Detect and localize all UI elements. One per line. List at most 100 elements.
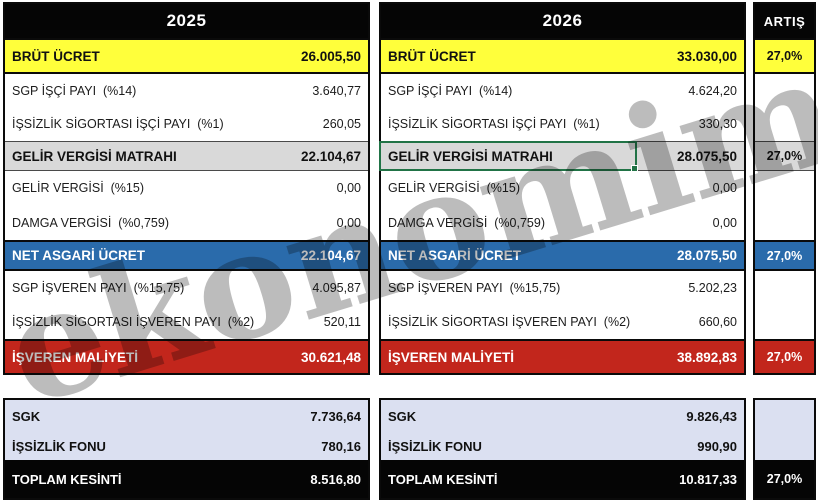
artis-matrah[interactable]: 27,0% [755, 141, 814, 171]
cell-label: GELİR VERGİSİ MATRAHI [388, 148, 553, 164]
row-matrah-2025[interactable]: GELİR VERGİSİ MATRAHI 22.104,67 [5, 141, 368, 171]
row-gelir-vergisi-2026[interactable]: GELİR VERGİSİ (%15) 0,00 [381, 171, 744, 205]
artis-blank[interactable] [755, 271, 814, 305]
row-issizlik-isveren-2025[interactable]: İŞSİZLİK SİGORTASI İŞVEREN PAYI (%2) 520… [5, 305, 368, 339]
artis-value: 27,0% [766, 350, 803, 364]
row-sgk-2025[interactable]: SGK 7.736,64 [5, 400, 368, 432]
cell-value: 0,00 [712, 215, 737, 230]
cell-value: 0,00 [336, 181, 361, 195]
artis-value: 27,0% [766, 149, 803, 163]
cell-label: NET ASGARİ ÜCRET [12, 248, 146, 263]
artis-blank[interactable] [755, 171, 814, 205]
row-toplam-kesinti-2026[interactable]: TOPLAM KESİNTİ 10.817,33 [381, 460, 744, 498]
cell-value: 330,30 [698, 117, 737, 131]
row-sgp-isci-2026[interactable]: SGP İŞÇİ PAYI (%14) 4.624,20 [381, 74, 744, 107]
cell-label: TOPLAM KESİNTİ [388, 471, 498, 487]
cell-value: 780,16 [321, 438, 361, 454]
cell-value: 33.030,00 [676, 48, 737, 64]
cell-label: İŞVEREN MALİYETİ [388, 349, 515, 365]
cell-label: İŞSİZLİK FONU [388, 438, 482, 454]
table-2025-main: 2025 BRÜT ÜCRET 26.005,50 SGP İŞÇİ PAYI … [3, 2, 370, 375]
cell-value: 0,00 [712, 181, 737, 195]
row-issizlik-isci-2026[interactable]: İŞSİZLİK SİGORTASI İŞÇİ PAYI (%1) 330,30 [381, 107, 744, 141]
row-issizlik-fonu-2026[interactable]: İŞSİZLİK FONU 990,90 [381, 432, 744, 460]
cell-value: 26.005,50 [300, 48, 361, 64]
artis-brut-ucret[interactable]: 27,0% [755, 38, 814, 74]
cell-value: 22.104,67 [300, 148, 361, 164]
artis-value: 27,0% [766, 49, 803, 63]
cell-value: 28.075,50 [676, 248, 737, 263]
artis-value: 27,0% [766, 472, 803, 486]
row-brut-ucret-2026[interactable]: BRÜT ÜCRET 33.030,00 [381, 38, 744, 74]
cell-label: GELİR VERGİSİ MATRAHI [12, 148, 177, 164]
table-2025-deductions: SGK 7.736,64 İŞSİZLİK FONU 780,16 TOPLAM… [3, 398, 370, 500]
cell-label: SGP İŞVEREN PAYI (%15,75) [12, 281, 185, 295]
cell-label: İŞSİZLİK FONU [12, 438, 106, 454]
cell-value: 990,90 [697, 438, 737, 454]
artis-header-label: ARTIŞ [763, 13, 806, 29]
table-2026-deductions: SGK 9.826,43 İŞSİZLİK FONU 990,90 TOPLAM… [379, 398, 746, 500]
cell-label: SGP İŞÇİ PAYI (%14) [12, 83, 137, 98]
row-isveren-maliyeti-2026[interactable]: İŞVEREN MALİYETİ 38.892,83 [381, 339, 744, 373]
row-damga-2025[interactable]: DAMGA VERGİSİ (%0,759) 0,00 [5, 205, 368, 240]
artis-blank[interactable] [755, 74, 814, 107]
row-sgp-isci-2025[interactable]: SGP İŞÇİ PAYI (%14) 3.640,77 [5, 74, 368, 107]
cell-label: İŞSİZLİK SİGORTASI İŞVEREN PAYI (%2) [12, 315, 255, 329]
row-sgp-isveren-2025[interactable]: SGP İŞVEREN PAYI (%15,75) 4.095,87 [5, 271, 368, 305]
row-sgp-isveren-2026[interactable]: SGP İŞVEREN PAYI (%15,75) 5.202,23 [381, 271, 744, 305]
cell-value: 5.202,23 [688, 281, 737, 295]
cell-label: BRÜT ÜCRET [12, 48, 100, 64]
year-header-2026[interactable]: 2026 [381, 4, 744, 38]
cell-value: 260,05 [322, 117, 361, 131]
table-2026-main: 2026 BRÜT ÜCRET 33.030,00 SGP İŞÇİ PAYI … [379, 2, 746, 375]
row-sgk-2026[interactable]: SGK 9.826,43 [381, 400, 744, 432]
row-matrah-2026[interactable]: GELİR VERGİSİ MATRAHI 28.075,50 [379, 141, 744, 172]
row-net-ucret-2026[interactable]: NET ASGARİ ÜCRET 28.075,50 [381, 240, 744, 271]
row-gelir-vergisi-2025[interactable]: GELİR VERGİSİ (%15) 0,00 [5, 171, 368, 205]
artis-column-deductions: 27,0% [753, 398, 816, 500]
cell-label: İŞSİZLİK SİGORTASI İŞÇİ PAYI (%1) [388, 117, 600, 131]
row-brut-ucret-2025[interactable]: BRÜT ÜCRET 26.005,50 [5, 38, 368, 74]
row-issizlik-fonu-2025[interactable]: İŞSİZLİK FONU 780,16 [5, 432, 368, 460]
artis-toplam-kesinti[interactable]: 27,0% [755, 460, 814, 498]
cell-value: 660,60 [698, 315, 737, 329]
artis-header[interactable]: ARTIŞ [755, 4, 814, 38]
row-damga-2026[interactable]: DAMGA VERGİSİ (%0,759) 0,00 [381, 205, 744, 240]
artis-isveren-maliyeti[interactable]: 27,0% [755, 339, 814, 373]
cell-label: GELİR VERGİSİ (%15) [12, 181, 144, 195]
row-net-ucret-2025[interactable]: NET ASGARİ ÜCRET 22.104,67 [5, 240, 368, 271]
cell-label: BRÜT ÜCRET [388, 48, 476, 64]
cell-label: DAMGA VERGİSİ (%0,759) [12, 215, 169, 230]
cell-label: İŞSİZLİK SİGORTASI İŞÇİ PAYI (%1) [12, 117, 224, 131]
artis-column-main: ARTIŞ 27,0% 27,0% 27,0% 27,0% [753, 2, 816, 375]
cell-value: 28.075,50 [676, 148, 737, 164]
cell-value: 4.624,20 [688, 83, 737, 98]
cell-value: 38.892,83 [676, 349, 737, 365]
cell-label: İŞVEREN MALİYETİ [12, 349, 139, 365]
cell-value: 10.817,33 [679, 471, 737, 487]
year-header-2025[interactable]: 2025 [5, 4, 368, 38]
cell-value: 4.095,87 [312, 281, 361, 295]
cell-value: 520,11 [323, 315, 361, 329]
artis-net-ucret[interactable]: 27,0% [755, 240, 814, 271]
cell-label: NET ASGARİ ÜCRET [388, 248, 522, 263]
year-label: 2026 [542, 11, 583, 30]
artis-value: 27,0% [766, 248, 803, 263]
row-issizlik-isci-2025[interactable]: İŞSİZLİK SİGORTASI İŞÇİ PAYI (%1) 260,05 [5, 107, 368, 141]
cell-value: 7.736,64 [310, 408, 361, 424]
artis-blank[interactable] [755, 400, 814, 432]
cell-value: 30.621,48 [300, 349, 361, 365]
cell-label: GELİR VERGİSİ (%15) [388, 181, 520, 195]
row-toplam-kesinti-2025[interactable]: TOPLAM KESİNTİ 8.516,80 [5, 460, 368, 498]
artis-blank[interactable] [755, 107, 814, 141]
artis-blank[interactable] [755, 432, 814, 460]
artis-blank[interactable] [755, 305, 814, 339]
cell-label: DAMGA VERGİSİ (%0,759) [388, 215, 545, 230]
row-issizlik-isveren-2026[interactable]: İŞSİZLİK SİGORTASI İŞVEREN PAYI (%2) 660… [381, 305, 744, 339]
cell-label: SGP İŞÇİ PAYI (%14) [388, 83, 513, 98]
cell-value: 0,00 [336, 215, 361, 230]
artis-blank[interactable] [755, 205, 814, 240]
cell-label: SGK [12, 408, 41, 424]
row-isveren-maliyeti-2025[interactable]: İŞVEREN MALİYETİ 30.621,48 [5, 339, 368, 373]
